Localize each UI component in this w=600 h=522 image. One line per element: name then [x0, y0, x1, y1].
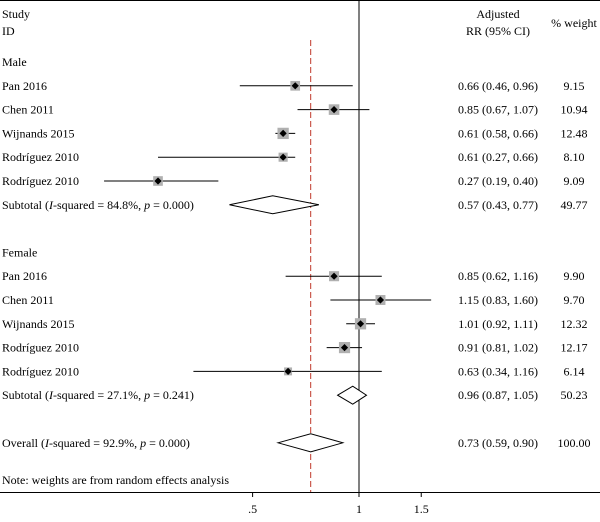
weight-text: 50.23 — [561, 388, 588, 402]
study-row: Rodríguez 2010 0.27 (0.19, 0.40) 9.09 — [2, 174, 585, 188]
point-estimate-marker — [356, 320, 365, 328]
weight-text: 6.14 — [564, 364, 585, 378]
overall-label-part: -squared = 92.9%, — [49, 436, 140, 450]
effect-ci-text: 0.63 (0.34, 1.16) — [458, 364, 538, 378]
point-estimate-marker — [376, 296, 385, 304]
subtotal-label-part: p — [143, 388, 150, 402]
effect-ci-text: 0.85 (0.62, 1.16) — [458, 269, 538, 283]
subtotal-label: Subtotal (I-squared = 27.1%, p = 0.241) — [2, 388, 194, 402]
study-row: Chen 2011 1.15 (0.83, 1.60) 9.70 — [2, 293, 585, 307]
study-label: Rodríguez 2010 — [2, 364, 79, 378]
note-text: Note: weights are from random effects an… — [2, 473, 229, 487]
study-row: Wijnands 2015 0.61 (0.58, 0.66) 12.48 — [2, 126, 588, 140]
subtotal-label-part: I — [48, 388, 54, 402]
study-label: Wijnands 2015 — [2, 317, 75, 331]
subtotal-label-part: Subtotal ( — [2, 198, 49, 212]
subtotal-label-part: Subtotal ( — [2, 388, 49, 402]
effect-ci-text: 0.57 (0.43, 0.77) — [458, 198, 538, 212]
group-label: Female — [2, 245, 37, 259]
pooled-diamond — [336, 385, 368, 405]
study-row: Pan 2016 0.85 (0.62, 1.16) 9.90 — [2, 269, 585, 283]
x-tick-label: 1.5 — [414, 502, 429, 516]
pooled-diamond — [229, 195, 319, 215]
pooled-diamond — [276, 433, 345, 453]
x-axis: .5 1 1.5 — [248, 492, 429, 516]
plot-frame — [0, 0, 600, 493]
overall-label-part: Overall ( — [2, 436, 45, 450]
weight-text: 10.94 — [561, 103, 588, 117]
study-label: Chen 2011 — [2, 293, 54, 307]
study-row: Rodríguez 2010 0.61 (0.27, 0.66) 8.10 — [2, 150, 585, 164]
weight-text: 49.77 — [561, 198, 588, 212]
weight-text: 12.32 — [561, 317, 588, 331]
overall-label-part: p — [139, 436, 146, 450]
point-estimate-marker — [291, 82, 299, 90]
point-estimate-marker — [284, 367, 292, 375]
header-rr-ci: RR (95% CI) — [466, 24, 530, 38]
study-row: Chen 2011 0.85 (0.67, 1.07) 10.94 — [2, 103, 588, 117]
weight-text: 9.70 — [564, 293, 585, 307]
study-row: Rodríguez 2010 0.91 (0.81, 1.02) 12.17 — [2, 341, 588, 355]
reference-lines — [310, 0, 360, 492]
subtotal-row: Subtotal (I-squared = 84.8%, p = 0.000) 0… — [2, 195, 588, 215]
subtotal-label: Subtotal (I-squared = 84.8%, p = 0.000) — [2, 198, 194, 212]
point-estimate-marker — [279, 129, 287, 137]
study-row: Pan 2016 0.66 (0.46, 0.96) 9.15 — [2, 79, 585, 93]
weight-text: 100.00 — [558, 436, 591, 450]
point-estimate-marker — [279, 153, 287, 161]
subtotal-label-part: p — [143, 198, 150, 212]
overall-label-part: I — [44, 436, 50, 450]
point-estimate-marker — [340, 344, 349, 352]
header-study: Study — [2, 7, 30, 21]
overall-row: Overall (I-squared = 92.9%, p = 0.000) 0.… — [2, 433, 591, 453]
weight-text: 9.90 — [564, 269, 585, 283]
header-adjusted: Adjusted — [476, 7, 519, 21]
study-label: Wijnands 2015 — [2, 126, 75, 140]
study-row: Rodríguez 2010 0.63 (0.34, 1.16) 6.14 — [2, 364, 585, 378]
effect-ci-text: 1.01 (0.92, 1.11) — [458, 317, 538, 331]
subtotal-label-part: -squared = 84.8%, — [53, 198, 144, 212]
subtotal-label-part: = 0.000) — [150, 198, 194, 212]
weight-text: 12.17 — [561, 341, 588, 355]
effect-ci-text: 0.73 (0.59, 0.90) — [458, 436, 538, 450]
effect-ci-text: 0.91 (0.81, 1.02) — [458, 341, 538, 355]
study-label: Rodríguez 2010 — [2, 150, 79, 164]
study-label: Pan 2016 — [2, 79, 47, 93]
subtotal-label-part: I — [48, 198, 54, 212]
subtotal-label-part: -squared = 27.1%, — [53, 388, 144, 402]
study-row: Wijnands 2015 1.01 (0.92, 1.11) 12.32 — [2, 317, 588, 331]
x-tick-label: .5 — [248, 502, 257, 516]
overall-label-part: = 0.000) — [146, 436, 190, 450]
subtotal-label-part: = 0.241) — [150, 388, 194, 402]
forest-rows: Male Pan 2016 0.66 (0.46, 0.96) 9.15 Chen 20… — [2, 55, 591, 453]
point-estimate-marker — [330, 272, 338, 280]
study-label: Rodríguez 2010 — [2, 174, 79, 188]
weight-text: 9.15 — [564, 79, 585, 93]
effect-ci-text: 0.96 (0.87, 1.05) — [458, 388, 538, 402]
weight-text: 9.09 — [564, 174, 585, 188]
header-weight: % weight — [551, 16, 597, 30]
group-label: Male — [2, 55, 27, 69]
study-label: Chen 2011 — [2, 103, 54, 117]
weight-text: 12.48 — [561, 126, 588, 140]
overall-label: Overall (I-squared = 92.9%, p = 0.000) — [2, 436, 190, 450]
subtotal-row: Subtotal (I-squared = 27.1%, p = 0.241) 0… — [2, 385, 588, 405]
effect-ci-text: 0.66 (0.46, 0.96) — [458, 79, 538, 93]
effect-ci-text: 1.15 (0.83, 1.60) — [458, 293, 538, 307]
effect-ci-text: 0.61 (0.58, 0.66) — [458, 126, 538, 140]
effect-ci-text: 0.85 (0.67, 1.07) — [458, 103, 538, 117]
x-tick-label: 1 — [356, 502, 362, 516]
header-id: ID — [2, 24, 15, 38]
point-estimate-marker — [330, 106, 338, 114]
effect-ci-text: 0.27 (0.19, 0.40) — [458, 174, 538, 188]
weight-text: 8.10 — [564, 150, 585, 164]
effect-ci-text: 0.61 (0.27, 0.66) — [458, 150, 538, 164]
study-label: Pan 2016 — [2, 269, 47, 283]
column-headers: Study ID Adjusted RR (95% CI) % weight — [2, 7, 597, 38]
point-estimate-marker — [154, 177, 162, 185]
study-label: Rodríguez 2010 — [2, 341, 79, 355]
